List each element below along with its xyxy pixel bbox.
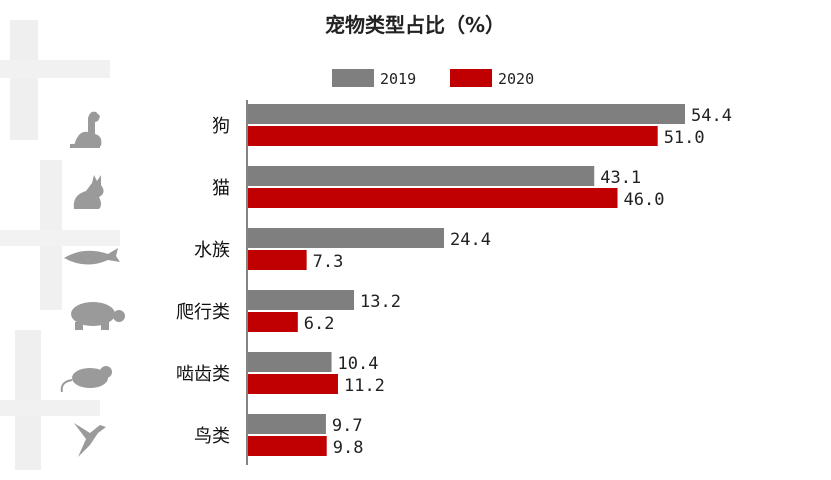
bar-2020: [248, 188, 618, 208]
category-label: 啮齿类: [176, 364, 230, 385]
data-label-2020: 11.2: [344, 376, 385, 396]
legend-label-2020: 2020: [498, 70, 534, 88]
legend-label-2019: 2019: [380, 70, 416, 88]
legend-swatch-2019: [332, 69, 374, 87]
bar-2019: [248, 166, 595, 186]
data-label-2019: 54.4: [691, 106, 732, 126]
bird-icon: [74, 423, 106, 457]
value-labels: 54.451.0 43.146.0 24.4 7.3 13.2 6.210.411.2 9.…: [304, 106, 732, 458]
category-label: 水族: [194, 240, 230, 261]
rodent-icon: [60, 366, 112, 393]
data-label-2020: 9.8: [333, 438, 364, 458]
watermark: [0, 20, 120, 470]
bar-2019: [248, 414, 326, 434]
bar-2020: [248, 126, 658, 146]
category-label: 猫: [212, 178, 230, 199]
category-label: 鸟类: [194, 426, 230, 447]
data-label-2019: 10.4: [338, 354, 379, 374]
category-label: 狗: [212, 116, 230, 137]
bar-2019: [248, 228, 445, 248]
bar-2019: [248, 104, 685, 124]
bar-2019: [248, 290, 355, 310]
data-label-2020: 46.0: [624, 190, 665, 210]
chart-title: 宠物类型占比（%）: [325, 13, 505, 37]
bar-2020: [248, 436, 327, 456]
data-label-2019: 9.7: [332, 416, 363, 436]
category-label: 爬行类: [176, 302, 230, 323]
data-label-2020: 7.3: [313, 252, 344, 272]
dog-icon: [70, 111, 102, 148]
bar-2019: [248, 352, 332, 372]
data-label-2019: 43.1: [600, 168, 641, 188]
data-label-2019: 13.2: [360, 292, 401, 312]
data-label-2019: 24.4: [450, 230, 491, 250]
bar-2020: [248, 374, 338, 394]
legend: 2019 2020: [332, 69, 534, 88]
data-label-2020: 51.0: [664, 128, 705, 148]
category-icons: [60, 111, 125, 457]
cat-icon: [73, 175, 104, 209]
data-label-2020: 6.2: [304, 314, 335, 334]
fish-icon: [64, 248, 120, 265]
bars: [248, 104, 685, 456]
turtle-icon: [71, 302, 125, 330]
legend-swatch-2020: [450, 69, 492, 87]
bar-2020: [248, 312, 298, 332]
bar-2020: [248, 250, 307, 270]
